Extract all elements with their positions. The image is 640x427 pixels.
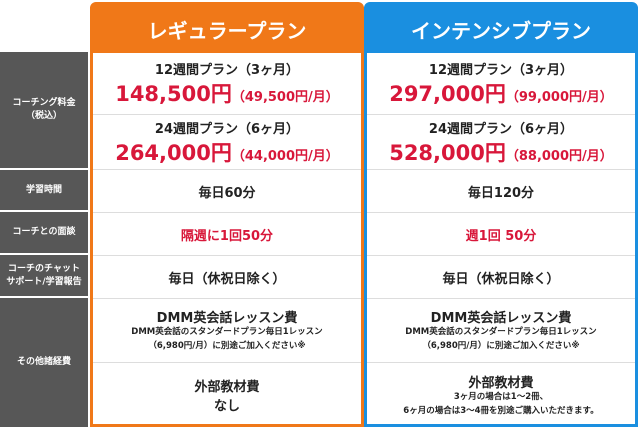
plan-24week-monthly: （44,000円/月） [231, 148, 339, 164]
row-label-other-fees: その他諸経費 [0, 298, 88, 427]
meeting-value: 隔週に1回50分 [180, 228, 274, 244]
study-time-value: 毎日60分 [198, 185, 256, 201]
plan-12week-monthly: （99,000円/月） [505, 90, 613, 105]
dmm-lesson-fee-title: DMM英会話レッスン費 [156, 311, 298, 327]
plan-12week-title: 12週間プラン（3ヶ月） [428, 63, 574, 78]
plan-24week-price: 264,000円 [115, 140, 232, 165]
meeting-value: 週1回 50分 [465, 228, 537, 244]
plan-header: レギュラープラン [93, 5, 361, 53]
intensive-plan-column: インテンシブプラン 12週間プラン（3ヶ月） 297,000円（99,000円/… [364, 2, 638, 427]
plan-24week-price: 528,000円 [389, 140, 506, 165]
plan-24week-title: 24週間プラン（6ヶ月） [154, 121, 300, 137]
dmm-lesson-fee-price: （6,980円/月）に別途ご加入ください※ [422, 341, 580, 351]
study-time-value: 毎日120分 [467, 185, 535, 201]
plan-24week-cell: 24週間プラン（6ヶ月） 264,000円（44,000円/月） [93, 115, 361, 170]
row-label-meeting: コーチとの面談 [0, 212, 88, 253]
plan-12week-price: 148,500円 [115, 82, 232, 106]
plan-24week-title: 24週間プラン（6ヶ月） [428, 121, 574, 137]
plan-24week-cell: 24週間プラン（6ヶ月） 528,000円（88,000円/月） [367, 115, 635, 170]
dmm-lesson-fee-title: DMM英会話レッスン費 [430, 311, 572, 327]
material-fee-note-2: 6ヶ月の場合は3～4冊を別途ご購入いただきます。 [403, 405, 599, 416]
plan-12week-monthly: （49,500円/月） [231, 90, 339, 105]
plan-12week-price: 297,000円 [389, 82, 506, 106]
chat-support-value: 毎日（休祝日除く） [168, 271, 286, 287]
plan-12week-cell: 12週間プラン（3ヶ月） 148,500円（49,500円/月） [93, 53, 361, 115]
material-fee-note: 3ヶ月の場合は1～2冊、 [453, 391, 549, 402]
plan-header: インテンシブプラン [367, 5, 635, 53]
dmm-lesson-fee-note: DMM英会話のスタンダードプラン毎日1レッスン [405, 327, 597, 338]
material-fee-title: 外部教材費 [194, 380, 260, 395]
material-fee-title: 外部教材費 [468, 375, 534, 391]
chat-support-value: 毎日（休祝日除く） [442, 271, 560, 287]
plan-24week-monthly: （88,000円/月） [505, 148, 613, 164]
material-fee-note: なし [213, 399, 240, 414]
plan-12week-cell: 12週間プラン（3ヶ月） 297,000円（99,000円/月） [367, 53, 635, 115]
row-label-coaching-fee: コーチング料金 （税込） [0, 52, 88, 168]
row-label-study-time: 学習時間 [0, 170, 88, 210]
dmm-lesson-fee-note: DMM英会話のスタンダードプラン毎日1レッスン [131, 327, 323, 338]
regular-plan-column: レギュラープラン 12週間プラン（3ヶ月） 148,500円（49,500円/月… [90, 2, 364, 427]
dmm-lesson-fee-price: （6,980円/月）に別途ご加入ください※ [148, 341, 306, 351]
plan-12week-title: 12週間プラン（3ヶ月） [154, 63, 300, 78]
row-label-chat-support: コーチのチャット サポート/学習報告 [0, 255, 88, 296]
